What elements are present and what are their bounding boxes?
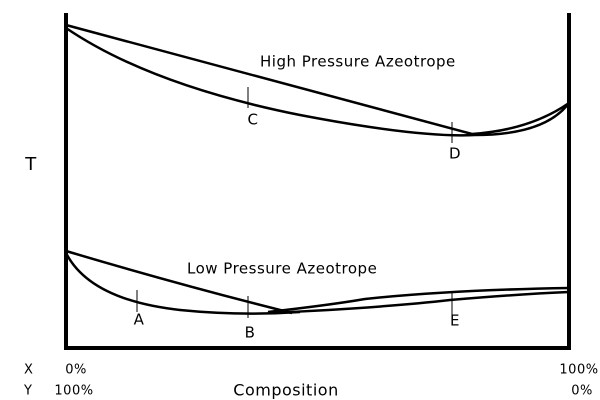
high-liquid-curve <box>65 26 570 137</box>
y-axis-label: T <box>24 154 37 175</box>
y-left: 100% <box>54 384 93 399</box>
point-label: E <box>450 312 460 330</box>
x-name: X <box>24 363 33 378</box>
high-vapor-curve <box>65 23 570 136</box>
x-left: 0% <box>65 363 87 378</box>
point-label: D <box>449 145 461 163</box>
point-label: B <box>245 324 256 342</box>
x-right: 100% <box>559 363 598 378</box>
y-right: 0% <box>571 384 593 399</box>
low-pressure-label: Low Pressure Azeotrope <box>187 260 377 278</box>
low-vapor-curve-left <box>65 249 293 315</box>
low-liquid-curve-left <box>64 252 301 315</box>
low-curve-right-lower <box>267 290 570 315</box>
point-label: C <box>248 111 259 129</box>
high-pressure-label: High Pressure Azeotrope <box>260 53 456 71</box>
y-name: Y <box>23 384 32 399</box>
low-curve-right-upper <box>267 286 570 314</box>
point-label: A <box>134 311 145 329</box>
x-axis-label: Composition <box>233 381 338 400</box>
